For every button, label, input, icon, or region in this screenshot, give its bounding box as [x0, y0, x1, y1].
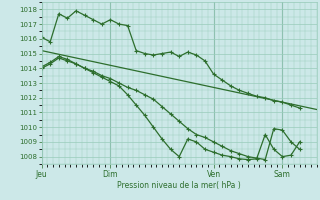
X-axis label: Pression niveau de la mer( hPa ): Pression niveau de la mer( hPa ) — [117, 181, 241, 190]
